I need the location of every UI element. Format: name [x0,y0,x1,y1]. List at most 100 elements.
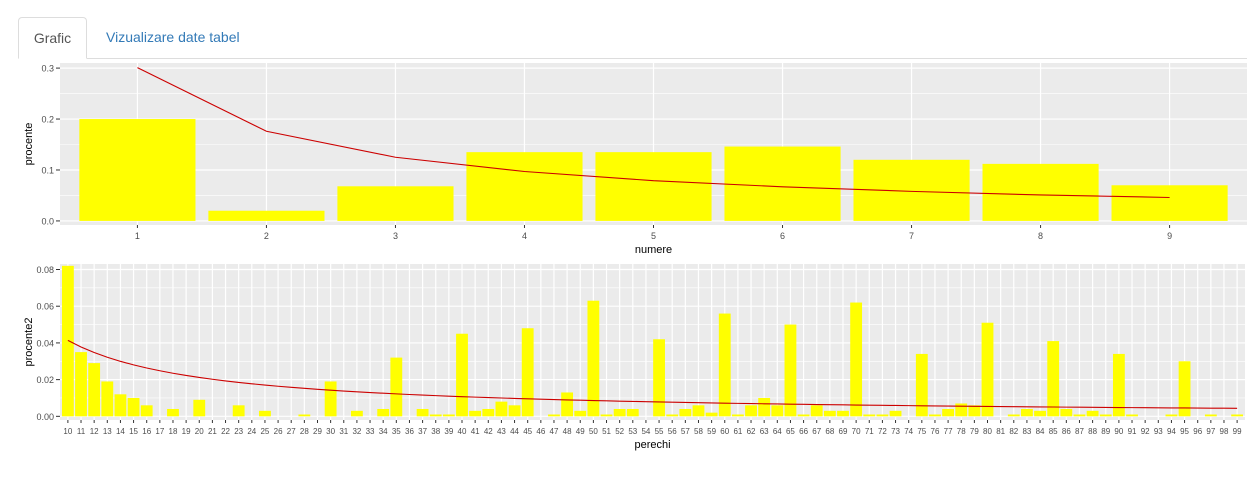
x-tick-label: 11 [77,427,86,436]
bar [193,399,206,417]
x-axis-title: perechi [634,439,670,451]
tab-vizualizare-date-tabel[interactable]: Vizualizare date tabel [106,29,240,45]
bar [1021,408,1033,417]
x-tick-label: 13 [103,427,112,436]
x-tick-label: 39 [444,427,453,436]
x-tick-label: 93 [1154,427,1163,436]
x-tick-label: 29 [313,427,322,436]
bar [745,405,757,417]
x-tick-label: 87 [1075,427,1084,436]
bar [140,405,153,417]
bar [718,313,731,417]
x-tick-label: 88 [1088,427,1097,436]
bar [1204,414,1217,417]
x-tick-label: 21 [208,427,217,436]
x-tick-label: 44 [510,427,519,436]
bar [968,405,981,417]
bar [784,324,797,417]
bar [692,405,705,417]
bar [1111,185,1228,221]
tab-bar: Grafic Vizualizare date tabel [0,0,1259,59]
x-tick-label: 79 [970,427,979,436]
tab-grafic[interactable]: Grafic [18,17,87,59]
x-tick-label: 8 [1038,231,1043,241]
x-tick-label: 95 [1180,427,1189,436]
y-tick-label: 0.02 [36,375,54,385]
bar [955,403,968,417]
bar [456,333,468,417]
y-tick-label: 0.08 [36,265,54,275]
x-tick-label: 84 [1036,427,1045,436]
x-tick-label: 17 [155,427,164,436]
x-tick-label: 51 [602,427,611,436]
bar [508,405,521,417]
bar [79,119,196,221]
x-tick-label: 55 [655,427,664,436]
x-tick-label: 28 [300,427,309,436]
x-tick-label: 43 [497,427,506,436]
bar [705,412,718,417]
x-tick-label: 23 [234,427,243,436]
x-tick-label: 38 [431,427,440,436]
x-tick-label: 19 [182,427,191,436]
x-tick-label: 49 [576,427,585,436]
bar [61,265,74,417]
bar [75,352,87,417]
bar [561,392,574,417]
x-tick-label: 12 [90,427,99,436]
x-tick-label: 96 [1193,427,1202,436]
bar [482,408,495,417]
bar [587,300,600,417]
bar [771,405,784,417]
bar [521,328,534,417]
x-tick-label: 99 [1233,427,1242,436]
x-tick-label: 10 [63,427,72,436]
x-tick-label: 46 [536,427,545,436]
bar [863,414,876,417]
x-tick-label: 66 [799,427,808,436]
x-tick-label: 60 [720,427,729,436]
bar [1007,414,1020,417]
x-tick-label: 71 [865,427,874,436]
x-tick-label: 6 [780,231,785,241]
bar [758,397,771,417]
bar [889,410,902,417]
x-tick-label: 62 [747,427,756,436]
bar [1073,414,1086,417]
x-tick-label: 68 [825,427,834,436]
x-tick-label: 92 [1141,427,1150,436]
bar [982,163,1099,221]
x-tick-label: 2 [264,231,269,241]
bar [88,363,101,417]
bar [1165,414,1178,417]
bar [548,414,560,417]
y-tick-label: 0.0 [41,216,54,226]
x-tick-label: 52 [615,427,624,436]
x-tick-label: 4 [522,231,527,241]
x-tick-label: 35 [392,427,401,436]
bar [837,410,849,417]
bar [377,408,390,417]
bar [350,410,363,417]
x-tick-label: 89 [1101,427,1110,436]
bar [1099,414,1112,417]
x-tick-label: 70 [852,427,861,436]
x-tick-label: 47 [550,427,559,436]
x-tick-label: 90 [1114,427,1123,436]
bar [1126,414,1138,417]
bar [442,414,455,417]
x-tick-label: 48 [563,427,572,436]
bar [679,408,692,417]
x-tick-label: 31 [339,427,348,436]
x-tick-label: 41 [471,427,480,436]
plot-panel [60,264,1245,420]
x-tick-label: 74 [904,427,913,436]
x-tick-label: 33 [366,427,375,436]
y-axis-title: procente2 [23,318,35,367]
x-tick-label: 30 [326,427,335,436]
bar [127,397,140,417]
x-tick-label: 20 [195,427,204,436]
y-tick-label: 0.1 [41,165,54,175]
x-tick-label: 22 [221,427,230,436]
